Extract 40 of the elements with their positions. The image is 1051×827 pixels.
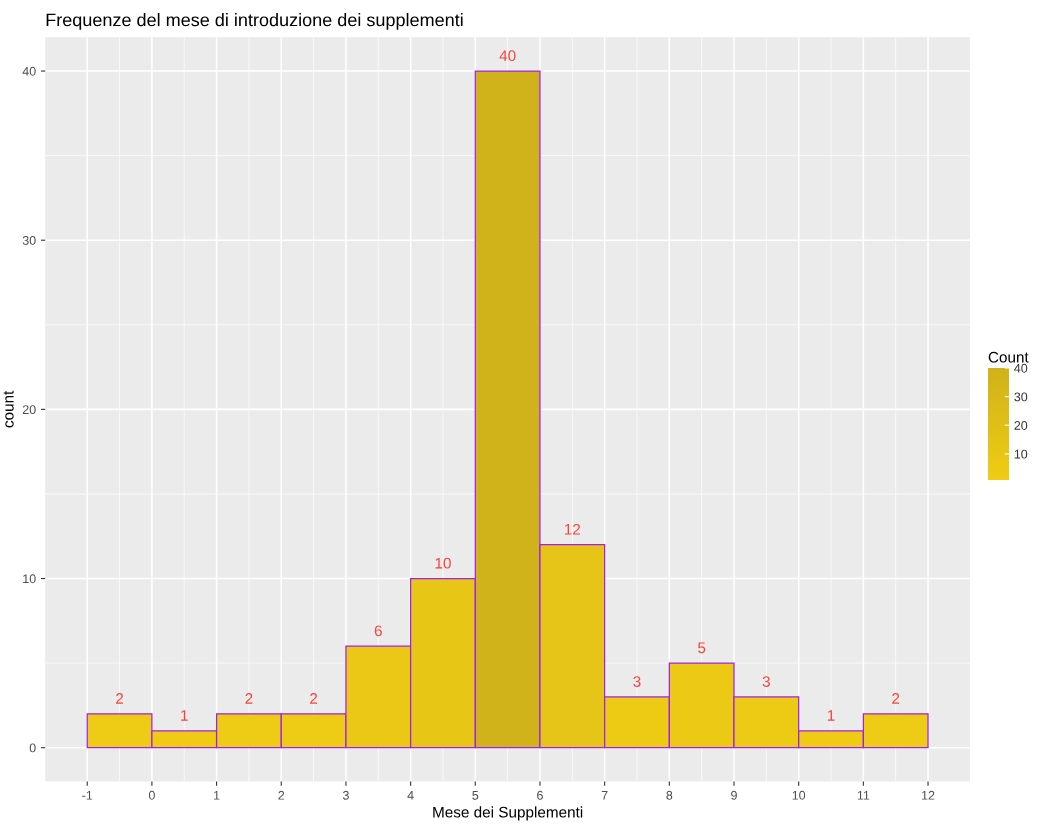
color-bar-label: 10 <box>1014 449 1028 459</box>
data-label: 3 <box>762 676 770 687</box>
x-tick-label: 12 <box>922 790 935 800</box>
x-tick-label: 1 <box>214 791 220 800</box>
data-label: 12 <box>564 523 581 535</box>
data-label: 2 <box>116 693 124 704</box>
x-tick-label: 4 <box>407 791 414 800</box>
data-label: 6 <box>374 625 382 637</box>
color-bar-label: 30 <box>1014 392 1028 402</box>
chart-title: Frequenze del mese di introduzione dei supplementi <box>46 13 463 30</box>
x-tick-label: 8 <box>666 790 673 800</box>
data-label: 3 <box>633 676 641 687</box>
data-label: 1 <box>181 710 188 721</box>
data-label: 2 <box>245 693 253 704</box>
y-tick-label: 30 <box>22 236 36 245</box>
x-tick-label: 10 <box>792 790 806 800</box>
data-label: 10 <box>435 557 451 569</box>
x-tick-label: -1 <box>82 791 93 800</box>
y-axis-title: count <box>3 390 14 428</box>
x-tick-label: 9 <box>731 790 737 800</box>
data-label: 5 <box>698 642 706 654</box>
x-tick-label: 11 <box>857 791 870 800</box>
y-tick-label: 0 <box>29 743 36 753</box>
color-bar-label: 40 <box>1014 363 1028 373</box>
data-label: 1 <box>827 710 835 721</box>
data-label: 2 <box>310 693 318 704</box>
x-axis-title: Mese dei Supplementi <box>433 806 583 821</box>
x-tick-label: 7 <box>601 791 608 800</box>
data-label: 40 <box>499 50 516 62</box>
color-bar-title: Count <box>988 351 1029 363</box>
x-tick-label: 3 <box>342 790 349 800</box>
x-tick-label: 5 <box>472 791 479 800</box>
x-tick-label: 2 <box>278 790 285 800</box>
y-tick-label: 10 <box>23 574 36 584</box>
color-bar-label: 20 <box>1014 421 1028 430</box>
x-tick-label: 0 <box>148 790 155 800</box>
data-label: 2 <box>892 693 900 704</box>
x-tick-label: 6 <box>537 790 543 800</box>
y-tick-label: 40 <box>22 66 36 76</box>
y-tick-label: 20 <box>22 405 36 415</box>
